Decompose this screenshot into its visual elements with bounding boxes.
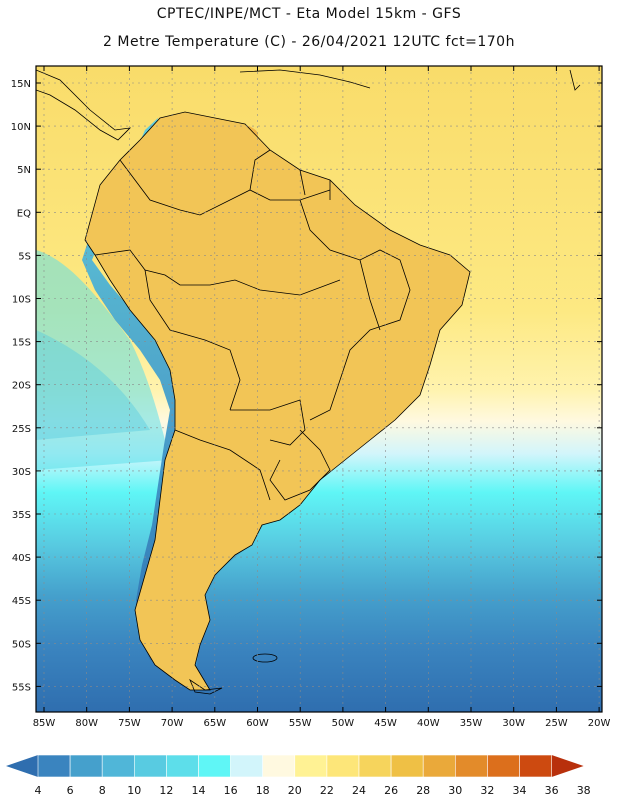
map-plot-area — [36, 66, 602, 712]
colorbar-label: 20 — [288, 784, 302, 797]
colorbar: 4 6 8 10 12 14 16 18 20 22 24 26 28 30 32 34 36 38 — [6, 754, 591, 797]
colorbar-label: 14 — [192, 784, 206, 797]
colorbar-label: 26 — [384, 784, 398, 797]
colorbar-label: 32 — [480, 784, 494, 797]
lon-label: 45W — [374, 718, 397, 729]
lat-label: 40S — [12, 553, 31, 564]
lat-label: 50S — [12, 639, 31, 650]
pacific-cool-tongue — [36, 250, 170, 470]
lon-label: 20W — [588, 718, 611, 729]
lon-label: 85W — [33, 718, 56, 729]
lon-label: 35W — [460, 718, 483, 729]
lon-label: 25W — [545, 718, 568, 729]
colorbar-label: 34 — [513, 784, 527, 797]
lat-label: 55S — [12, 682, 31, 693]
colorbar-cell — [454, 754, 488, 778]
colorbar-label: 12 — [159, 784, 173, 797]
lat-label: 30S — [12, 467, 31, 478]
colorbar-cell — [101, 754, 135, 778]
map-title-line1: CPTEC/INPE/MCT - Eta Model 15km - GFS — [156, 6, 462, 22]
colorbar-cell — [294, 754, 328, 778]
lat-label: 10N — [11, 122, 31, 133]
colorbar-label: 38 — [577, 784, 591, 797]
lat-label: 15S — [12, 338, 31, 349]
colorbar-label: 10 — [127, 784, 141, 797]
central-america-coast — [36, 69, 132, 141]
colorbar-cell — [390, 754, 424, 778]
colorbar-label: 8 — [99, 784, 106, 797]
lon-label: 50W — [332, 718, 355, 729]
lon-label: 55W — [289, 718, 312, 729]
colorbar-label: 30 — [448, 784, 462, 797]
lon-label: 70W — [161, 718, 184, 729]
colorbar-label: 4 — [35, 784, 42, 797]
lat-label: EQ — [17, 208, 31, 219]
lon-label: 60W — [246, 718, 269, 729]
colorbar-label: 18 — [256, 784, 270, 797]
lon-label: 30W — [502, 718, 525, 729]
lat-label: 20S — [12, 381, 31, 392]
pacific-cold-band — [36, 330, 150, 440]
colorbar-cell — [134, 754, 167, 778]
colorbar-cell — [358, 754, 392, 778]
colorbar-cell — [166, 754, 199, 778]
country-borders — [84, 111, 471, 691]
lat-label: 5N — [17, 165, 31, 176]
caribbean-islands — [239, 69, 371, 89]
colorbar-label: 6 — [67, 784, 74, 797]
colorbar-cell — [326, 754, 360, 778]
map-title-line2: 2 Metre Temperature (C) - 26/04/2021 12U… — [103, 34, 515, 50]
colorbar-high-arrow — [551, 755, 584, 777]
colorbar-cell — [487, 754, 520, 778]
lat-label: 35S — [12, 510, 31, 521]
colorbar-label: 16 — [224, 784, 238, 797]
lon-label: 65W — [203, 718, 226, 729]
lat-label: 5S — [18, 251, 31, 262]
lon-label: 80W — [75, 718, 98, 729]
latitude-labels: 15N 10N 5N EQ 5S 10S 15S 20S 25S 30S 35S 40S 45S 50S 5… — [11, 79, 31, 693]
lon-label: 75W — [118, 718, 141, 729]
colorbar-cell — [198, 754, 231, 778]
colorbar-low-arrow — [6, 755, 38, 777]
lon-label: 40W — [417, 718, 440, 729]
colorbar-label: 24 — [352, 784, 366, 797]
colorbar-label: 36 — [545, 784, 559, 797]
lat-label: 15N — [11, 79, 31, 90]
lat-label: 25S — [12, 424, 31, 435]
lat-label: 10S — [12, 295, 31, 306]
colorbar-cell — [37, 754, 71, 778]
colorbar-cell — [519, 754, 552, 778]
map-frame — [35, 65, 603, 713]
graticule — [36, 66, 602, 712]
longitude-labels: 85W 80W 75W 70W 65W 60W 55W 50W 45W 40W 35W 30W 25W 2… — [33, 718, 611, 729]
colorbar-cell — [422, 754, 456, 778]
falkland-islands — [252, 653, 278, 663]
axis-ticks — [36, 66, 602, 712]
lat-label: 45S — [12, 596, 31, 607]
colorbar-cell — [69, 754, 103, 778]
colorbar-label: 28 — [416, 784, 430, 797]
colorbar-cell — [230, 754, 264, 778]
tierra-del-fuego — [189, 678, 223, 695]
colorbar-cell — [262, 754, 296, 778]
colorbar-label: 22 — [320, 784, 334, 797]
lesser-antilles — [569, 69, 581, 91]
